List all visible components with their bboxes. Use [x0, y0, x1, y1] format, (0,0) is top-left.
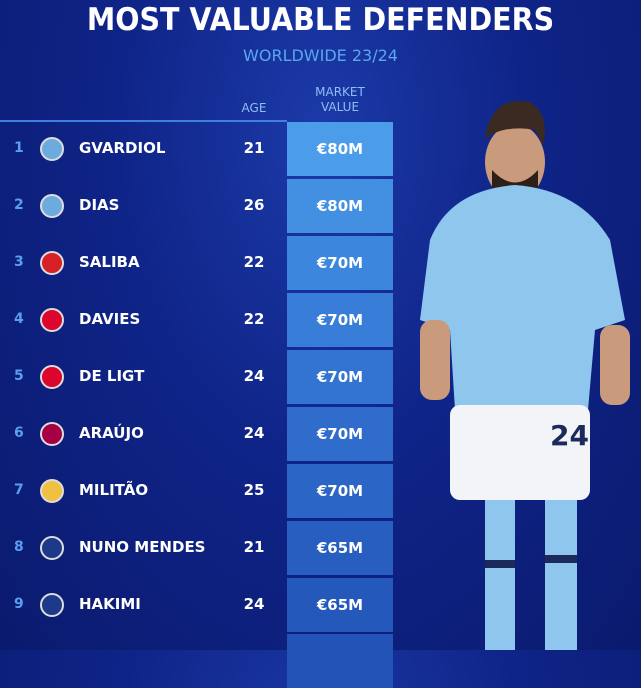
market-value-cell: €70M	[287, 293, 393, 347]
rank: 1	[14, 140, 24, 156]
player-age: 21	[243, 538, 265, 556]
market-value-cell: €65M	[287, 521, 393, 575]
club-crest-icon	[40, 194, 64, 218]
rank: 8	[14, 539, 24, 555]
table-row: 3 SALIBA 22 €70M	[0, 236, 393, 290]
age-header: AGE	[241, 101, 267, 115]
market-value-cell: €65M	[287, 578, 393, 632]
player-photo: 24	[420, 101, 630, 650]
market-value-header: MARKET VALUE	[287, 85, 393, 115]
shirt-number: 24	[550, 419, 589, 452]
club-crest-icon	[40, 137, 64, 161]
club-crest-icon	[40, 536, 64, 560]
club-crest-icon	[40, 593, 64, 617]
player-age: 24	[243, 367, 265, 385]
player-name: DE LIGT	[79, 367, 145, 385]
table-row: 4 DAVIES 22 €70M	[0, 293, 393, 347]
table-row: 9 HAKIMI 24 €65M	[0, 578, 393, 632]
player-age: 22	[243, 253, 265, 271]
market-value-cell: €70M	[287, 464, 393, 518]
table-row: 6 ARAÚJO 24 €70M	[0, 407, 393, 461]
rank: 7	[14, 482, 24, 498]
market-value-cell: €70M	[287, 407, 393, 461]
market-value-header-line2: VALUE	[320, 100, 360, 114]
player-age: 24	[243, 424, 265, 442]
player-name: NUNO MENDES	[79, 538, 206, 556]
subtitle: WORLDWIDE 23/24	[243, 46, 398, 65]
player-age: 22	[243, 310, 265, 328]
player-name: DAVIES	[79, 310, 141, 328]
player-name: SALIBA	[79, 253, 140, 271]
club-crest-icon	[40, 422, 64, 446]
header-divider	[0, 120, 287, 122]
page-title: MOST VALUABLE DEFENDERS	[86, 2, 555, 38]
player-name: GVARDIOL	[79, 139, 166, 157]
rank: 2	[14, 197, 24, 213]
club-crest-icon	[40, 251, 64, 275]
rank: 3	[14, 254, 24, 270]
player-age: 21	[243, 139, 265, 157]
player-name: MILITÃO	[79, 481, 149, 499]
club-crest-icon	[40, 365, 64, 389]
player-age: 25	[243, 481, 265, 499]
market-value-header-line1: MARKET	[315, 85, 365, 99]
market-value-cell: €80M	[287, 179, 393, 233]
market-value-cell: €80M	[287, 122, 393, 176]
market-value-cell: €70M	[287, 350, 393, 404]
club-crest-icon	[40, 479, 64, 503]
player-name: DIAS	[79, 196, 120, 214]
rank: 6	[14, 425, 24, 441]
club-crest-icon	[40, 308, 64, 332]
player-name: ARAÚJO	[79, 424, 144, 442]
player-age: 26	[243, 196, 265, 214]
player-name: HAKIMI	[79, 595, 141, 613]
player-age: 24	[243, 595, 265, 613]
rank: 5	[14, 368, 24, 384]
rank: 4	[14, 311, 24, 327]
rank: 9	[14, 596, 24, 612]
table-row: 7 MILITÃO 25 €70M	[0, 464, 393, 518]
table-row: 5 DE LIGT 24 €70M	[0, 350, 393, 404]
table-row: 2 DIAS 26 €80M	[0, 179, 393, 233]
table-row-partial	[0, 634, 393, 688]
table-row: 8 NUNO MENDES 21 €65M	[0, 521, 393, 575]
market-value-cell	[287, 634, 393, 688]
table-row: 1 GVARDIOL 21 €80M	[0, 122, 393, 176]
market-value-cell: €70M	[287, 236, 393, 290]
